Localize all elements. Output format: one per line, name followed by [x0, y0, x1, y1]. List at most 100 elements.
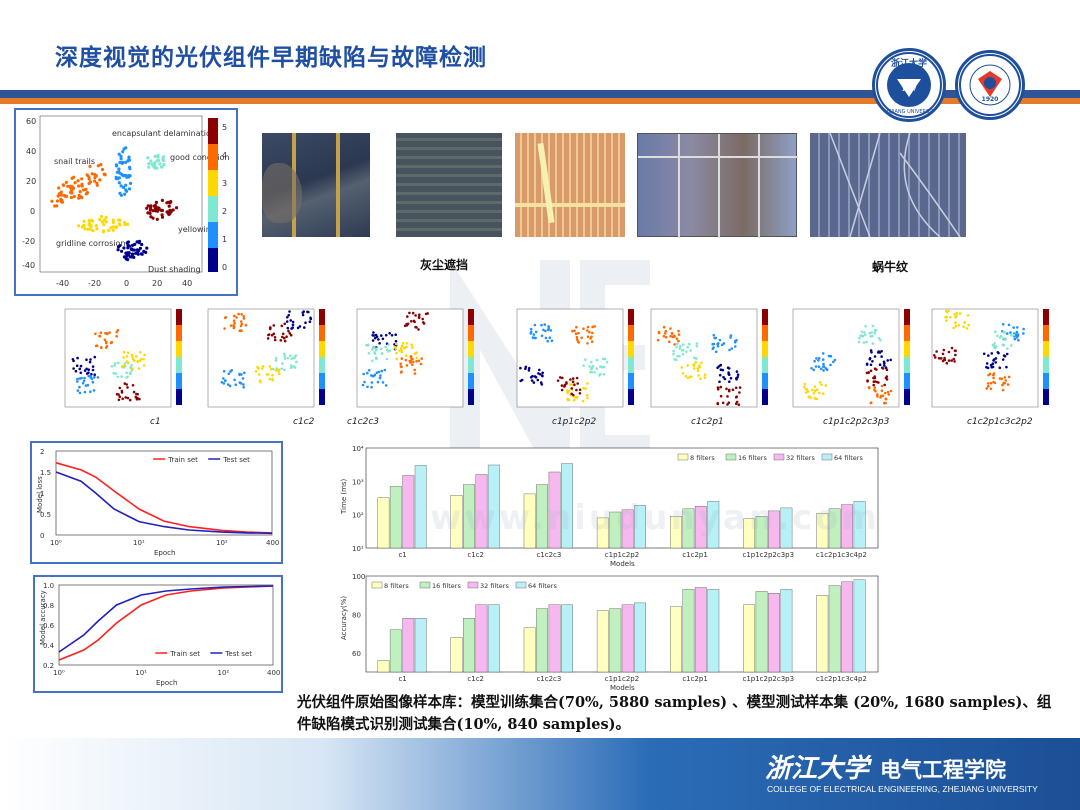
- tsne-point: [98, 217, 102, 222]
- tsne-point: [260, 367, 264, 370]
- tsne-point: [585, 393, 589, 397]
- tsne-point: [91, 229, 95, 233]
- tsne-point: [669, 327, 672, 330]
- tsne-point: [864, 333, 867, 337]
- x-tick: 10²: [217, 669, 229, 677]
- y-tick: 0.8: [43, 602, 54, 610]
- tsne-point: [118, 386, 122, 390]
- tsne-point: [283, 354, 287, 358]
- tsne-point: [735, 395, 738, 398]
- x-tick: c1c2c3: [536, 551, 561, 559]
- small-tsne-svg: [356, 308, 474, 408]
- tsne-point: [1007, 375, 1011, 379]
- tsne-point: [243, 371, 246, 375]
- tsne-point: [953, 360, 956, 363]
- tsne-point: [87, 368, 90, 371]
- tsne-point: [571, 377, 575, 380]
- tsne-point: [876, 351, 880, 354]
- tsne-point: [821, 392, 825, 396]
- tsne-point: [227, 372, 231, 376]
- tsne-point: [111, 218, 115, 222]
- tsne-point: [137, 367, 141, 370]
- tsne-point: [958, 312, 962, 315]
- bar: [377, 660, 390, 673]
- tsne-point: [1013, 337, 1017, 341]
- tsne-point: [827, 354, 831, 358]
- tsne-point: [688, 342, 691, 346]
- tsne-point: [127, 155, 131, 159]
- tsne-point: [414, 314, 417, 317]
- tsne-point: [117, 176, 121, 180]
- tsne-point: [162, 163, 166, 167]
- tsne-point: [599, 365, 602, 368]
- tsne-point: [131, 355, 134, 359]
- tsne-point: [411, 363, 414, 367]
- tsne-point: [696, 369, 700, 373]
- tsne-point: [571, 329, 574, 333]
- tsne-point: [864, 325, 867, 328]
- tsne-point: [989, 381, 993, 385]
- bar: [621, 604, 634, 673]
- tsne-point: [712, 333, 716, 337]
- tsne-point: [881, 394, 885, 398]
- tsne-point: [883, 391, 887, 395]
- colorbar-tick: 5: [222, 123, 227, 132]
- tsne-point: [130, 364, 133, 367]
- tsne-point: [560, 384, 564, 387]
- legend-swatch: [515, 581, 527, 589]
- tsne-point: [117, 181, 121, 185]
- tsne-point: [991, 365, 995, 369]
- bar: [682, 589, 695, 673]
- tsne-point: [859, 334, 863, 338]
- tsne-point: [413, 368, 416, 372]
- tsne-point: [865, 340, 868, 344]
- x-tick: c1c2p1c3c4p2: [816, 551, 867, 559]
- tsne-point: [668, 340, 671, 343]
- tsne-point: [151, 209, 155, 213]
- tsne-point: [734, 345, 737, 348]
- tsne-point: [72, 186, 76, 190]
- x-axis-label: Epoch: [154, 549, 175, 557]
- footer-college-name: 电气工程学院: [880, 758, 1006, 782]
- tsne-point: [272, 332, 276, 336]
- tsne-point: [288, 332, 292, 335]
- small-tsne-label: c1p1c2p2c3p3: [823, 417, 890, 427]
- tsne-point: [716, 344, 720, 348]
- tsne-point: [408, 359, 411, 363]
- colorbar-tick: 1: [222, 235, 227, 244]
- bar: [487, 604, 500, 673]
- tsne-point: [61, 183, 65, 187]
- tsne-point: [575, 395, 579, 399]
- tsne-point: [819, 367, 823, 371]
- tsne-point: [996, 351, 1000, 354]
- tsne-point: [873, 331, 876, 335]
- tsne-point: [119, 184, 123, 188]
- tsne-point: [982, 352, 986, 356]
- tsne-point: [151, 164, 155, 168]
- tsne-point: [402, 346, 406, 349]
- legend-swatch: [371, 581, 383, 589]
- legend-label: 8 filters: [690, 454, 715, 462]
- bar: [768, 593, 780, 673]
- tsne-point: [670, 332, 674, 335]
- tsne-point: [233, 322, 236, 325]
- bar: [634, 505, 646, 549]
- small-tsne-svg: [650, 308, 768, 408]
- tsne-point: [560, 388, 564, 392]
- tsne-point: [947, 359, 951, 362]
- tsne-point: [69, 195, 73, 200]
- bar: [828, 508, 841, 549]
- tsne-point: [136, 250, 140, 254]
- tsne-point: [737, 403, 741, 406]
- tsne-point: [144, 250, 148, 254]
- legend-swatch: [773, 453, 785, 461]
- tsne-point: [672, 352, 675, 356]
- tsne-point: [409, 355, 413, 358]
- tsne-point: [272, 324, 276, 327]
- tsne-point: [90, 172, 94, 176]
- tsne-point: [78, 391, 82, 395]
- colorbar-segment: [1043, 309, 1049, 325]
- small-tsne-label: c1c2: [293, 417, 315, 427]
- tsne-point: [529, 327, 533, 331]
- tsne-point: [582, 364, 585, 367]
